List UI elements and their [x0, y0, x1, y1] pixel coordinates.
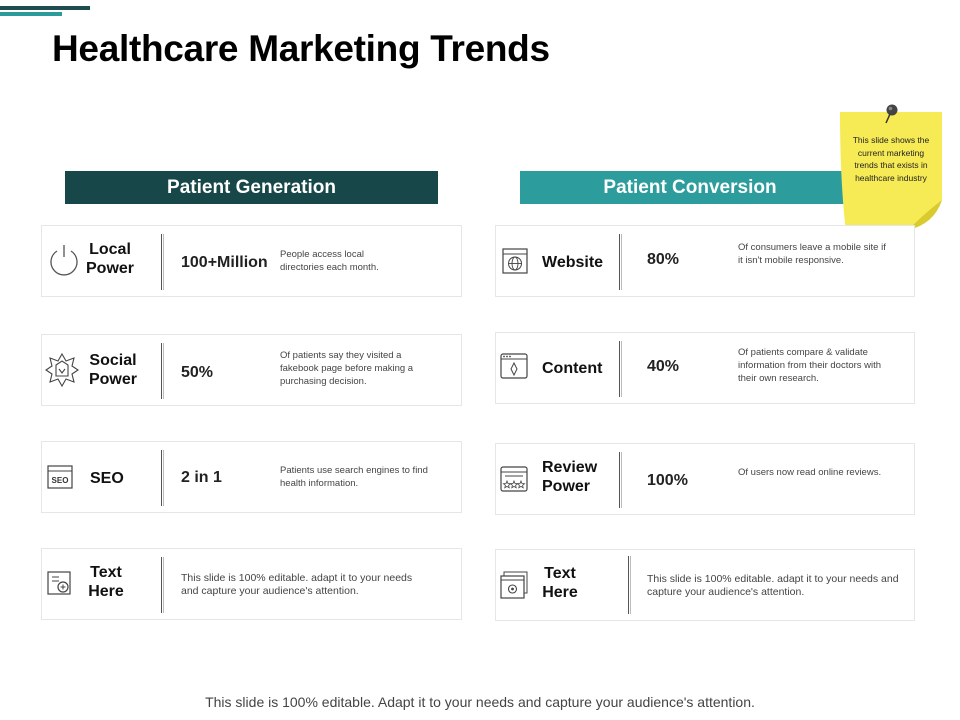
divider	[628, 556, 631, 614]
card-label: SEO	[90, 470, 124, 487]
divider	[619, 341, 622, 397]
pushpin-icon	[885, 104, 898, 124]
card-seo: SEO SEO 2 in 1 Patients use search engin…	[41, 441, 462, 513]
power-icon	[46, 242, 82, 278]
stat-value: 80%	[647, 251, 680, 268]
divider	[619, 452, 622, 508]
document-add-icon	[44, 569, 78, 599]
patient-conversion-header: Patient Conversion	[520, 171, 860, 204]
card-website: Website 80% Of consumers leave a mobile …	[495, 225, 915, 297]
stat-description: Of consumers leave a mobile site if it i…	[738, 242, 886, 266]
text-description: This slide is 100% editable. adapt it to…	[181, 572, 413, 597]
card-label: Social Power	[88, 352, 137, 388]
review-stars-icon	[498, 464, 530, 494]
card-label: Content	[542, 360, 603, 377]
card-label: Local Power	[86, 241, 135, 277]
card-label: Website	[542, 254, 604, 271]
card-local-power: Local Power 100+Million People access lo…	[41, 225, 462, 297]
sticky-note-paper	[840, 112, 942, 232]
card-review-power: Review Power 100% Of users now read onli…	[495, 443, 915, 515]
divider	[161, 343, 164, 399]
stat-value: 100+Million	[181, 254, 268, 271]
web-browser-globe-icon	[500, 246, 530, 276]
stat-description: People access local directories each mon…	[280, 249, 379, 273]
card-text-here-left: Text Here This slide is 100% editable. a…	[41, 548, 462, 620]
svg-text:SEO: SEO	[52, 476, 69, 485]
card-label: Text Here	[88, 564, 124, 600]
sticky-note: This slide shows the current marketing t…	[838, 104, 942, 232]
stat-description: Patients use search engines to find heal…	[280, 465, 428, 489]
page-title: Healthcare Marketing Trends	[52, 28, 550, 69]
stat-value: 40%	[647, 358, 680, 375]
divider	[161, 234, 164, 290]
stat-value: 100%	[647, 472, 688, 489]
divider	[161, 557, 164, 613]
stat-description: Of patients compare & validate informati…	[738, 347, 882, 384]
stat-value: 2 in 1	[181, 469, 222, 486]
sticky-note-text: This slide shows the current marketing t…	[852, 135, 930, 183]
patient-generation-header: Patient Generation	[65, 171, 438, 204]
stat-value: 50%	[181, 364, 214, 381]
footer-note: This slide is 100% editable. Adapt it to…	[205, 694, 755, 710]
card-text-here-right: Text Here This slide is 100% editable. a…	[495, 549, 915, 621]
seo-icon: SEO	[45, 462, 75, 492]
stat-description: Of users now read online reviews.	[738, 467, 882, 478]
content-pen-icon	[498, 351, 530, 381]
divider	[161, 450, 164, 506]
text-description: This slide is 100% editable. adapt it to…	[647, 573, 899, 598]
settings-window-icon	[498, 570, 530, 600]
card-social-power: Social Power 50% Of patients say they vi…	[41, 334, 462, 406]
stat-description: Of patients say they visited a fakebook …	[280, 350, 414, 387]
divider	[619, 234, 622, 290]
card-label: Review Power	[542, 459, 598, 495]
card-content: Content 40% Of patients compare & valida…	[495, 332, 915, 404]
accent-bar-dark	[0, 6, 90, 10]
social-burst-icon	[44, 351, 80, 389]
card-label: Text Here	[542, 565, 578, 601]
accent-bar-light	[0, 12, 62, 16]
